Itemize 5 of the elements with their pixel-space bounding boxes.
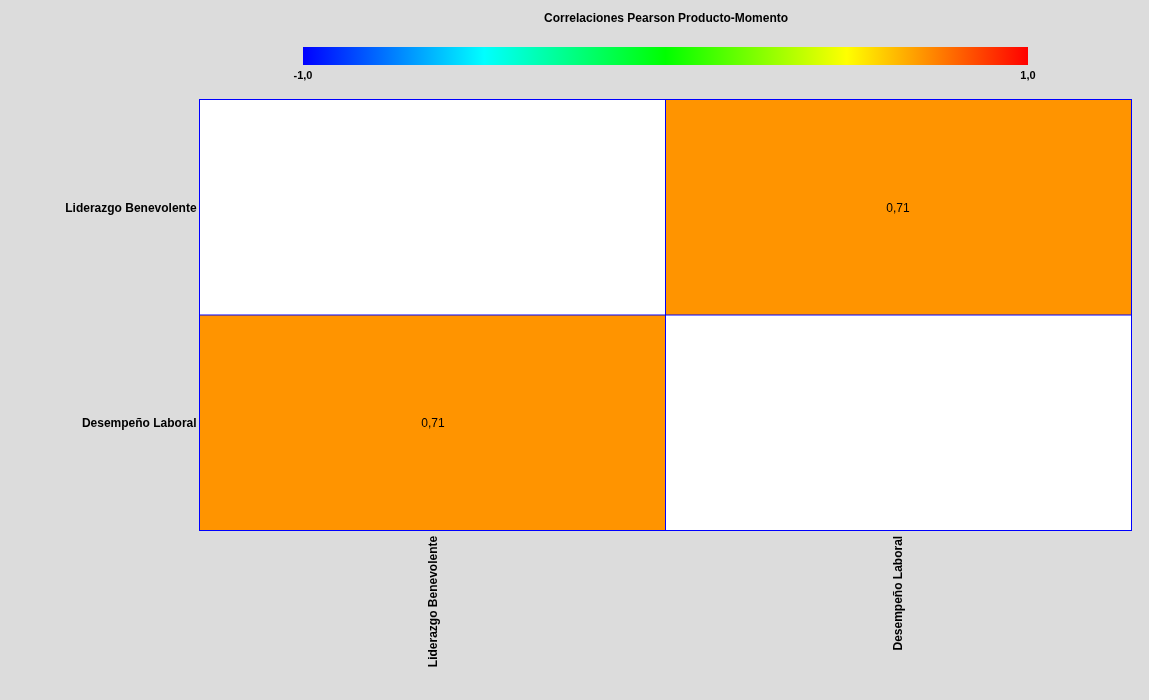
data-label: 0,71 xyxy=(886,201,910,216)
chart-title: Correlaciones Pearson Producto-Momento xyxy=(544,11,789,25)
color-bar-label: 1,0 xyxy=(1020,68,1036,81)
color-bar-label: -1,0 xyxy=(293,68,313,81)
data-label: 0,71 xyxy=(421,416,445,431)
